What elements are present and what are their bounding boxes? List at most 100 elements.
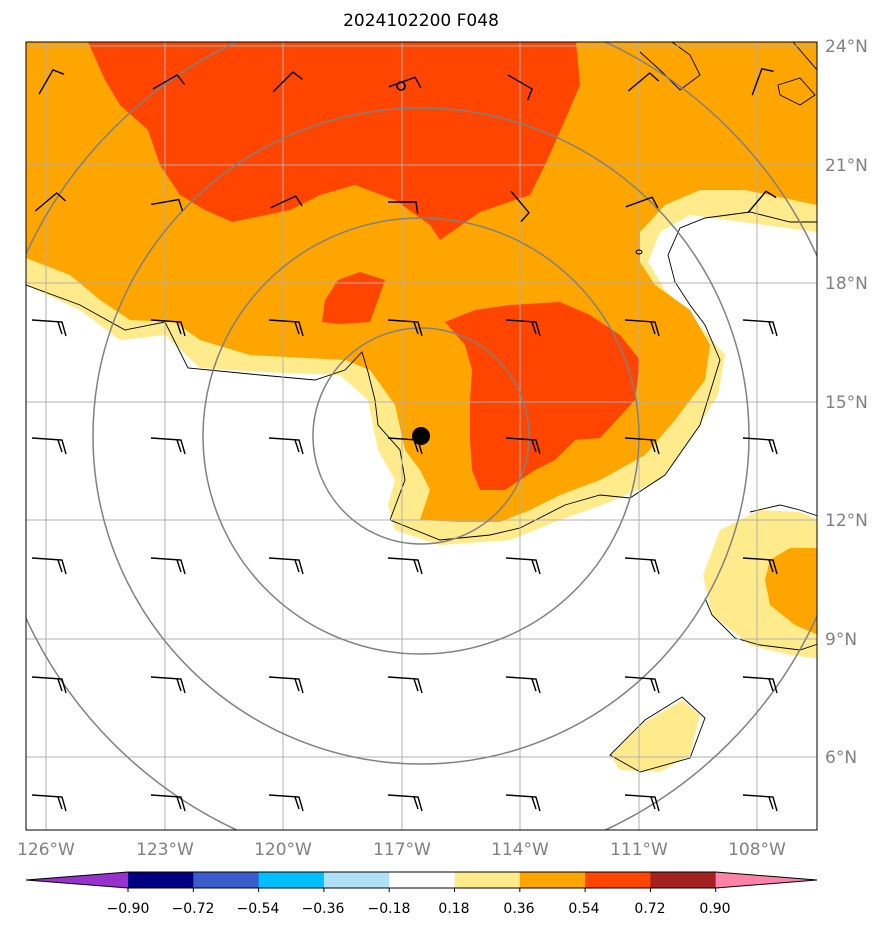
wind-barb: [34, 192, 67, 212]
wind-barb: [742, 319, 778, 337]
wind-barb: [625, 196, 659, 209]
contour-fill-south-blob: [610, 700, 700, 772]
colorbar: [25, 871, 818, 892]
contour-fill-0.54-0.72-north: [88, 42, 580, 240]
wind-barb: [387, 794, 423, 812]
wind-barb: [505, 437, 541, 455]
wind-barb: [270, 195, 303, 209]
map-gridlines: [26, 42, 817, 830]
colorbar-tick-label: −0.90: [107, 901, 150, 917]
wind-barb: [268, 794, 304, 812]
wind-barb: [268, 437, 304, 455]
contour-fill-east-orange: [765, 548, 817, 635]
colorbar-segment: [193, 872, 260, 888]
lat-label: 21°N: [825, 156, 868, 176]
wind-barb: [505, 319, 541, 337]
wind-barbs: [31, 68, 778, 812]
small-contour-loop: [635, 249, 643, 255]
wind-barb: [505, 676, 541, 694]
lat-label: 9°N: [825, 630, 857, 650]
wind-barb: [387, 557, 423, 575]
contour-fill-0.54-0.72-west: [322, 272, 385, 324]
wind-barb: [268, 319, 304, 337]
wind-barb: [150, 437, 186, 455]
wind-barb: [507, 74, 533, 101]
colorbar-segment: [323, 872, 390, 888]
colorbar-tick-label: 0.36: [503, 901, 534, 917]
colorbar-tick-label: 0.18: [438, 901, 469, 917]
wind-barb: [624, 319, 660, 337]
lon-label: 108°W: [728, 840, 786, 860]
wind-barb: [388, 76, 422, 89]
wind-barb: [152, 74, 186, 90]
map-frame: [25, 41, 818, 831]
colorbar-tick-label: −0.54: [237, 901, 280, 917]
lat-label: 6°N: [825, 748, 857, 768]
colorbar-segment: [650, 872, 717, 888]
wind-barb: [31, 437, 67, 455]
colorbar-segment: [128, 872, 194, 888]
lat-label: 15°N: [825, 393, 868, 413]
lon-label: 117°W: [373, 840, 431, 860]
wind-barb: [151, 198, 184, 212]
map-title: 2024102200 F048: [343, 11, 499, 31]
colorbar-segment: [258, 872, 325, 888]
wind-barb: [624, 676, 660, 694]
lon-label: 126°W: [17, 840, 75, 860]
wind-barb: [624, 557, 660, 575]
wind-barb: [387, 437, 423, 455]
wind-barb: [742, 437, 778, 455]
longitude-labels: 126°W 123°W 120°W 117°W 114°W 111°W 108°…: [17, 840, 786, 860]
wind-barb: [747, 190, 777, 214]
range-rings: [26, 42, 817, 830]
colorbar-segment: [585, 872, 651, 888]
wind-barb: [387, 319, 423, 337]
lon-label: 120°W: [254, 840, 312, 860]
colorbar-extend-low: [26, 872, 128, 888]
contour-lines: [26, 42, 817, 773]
wind-barb: [742, 794, 778, 812]
wind-barb: [268, 557, 304, 575]
lat-label: 18°N: [825, 274, 868, 294]
wind-barb: [387, 676, 423, 694]
lat-label: 24°N: [825, 37, 868, 57]
colorbar-extend-high: [715, 872, 817, 888]
wind-barb: [150, 319, 186, 337]
wind-barb: [627, 72, 660, 92]
colorbar-tick-label: 0.54: [568, 901, 599, 917]
wind-barb: [268, 676, 304, 694]
wind-barb: [31, 557, 67, 575]
colorbar-tick-label: 0.90: [699, 901, 730, 917]
lon-label: 123°W: [136, 840, 194, 860]
colorbar-segment: [454, 872, 521, 888]
lon-label: 111°W: [610, 840, 668, 860]
wind-barb: [510, 190, 530, 223]
colorbar-tick-label: −0.36: [302, 901, 345, 917]
lat-label: 12°N: [825, 511, 868, 531]
colorbar-tick-label: −0.72: [172, 901, 215, 917]
colorbar-tick-label: 0.72: [634, 901, 665, 917]
map-plot-area: [26, 42, 817, 830]
wind-barb: [505, 794, 541, 812]
wind-barb: [624, 794, 660, 812]
lon-label: 114°W: [491, 840, 549, 860]
colorbar-segment: [519, 872, 586, 888]
contour-fill-east-blob: [703, 510, 817, 659]
colorbar-tick-label: −0.18: [368, 901, 411, 917]
wind-barb: [150, 794, 186, 812]
wind-barb: [31, 319, 67, 337]
wind-barb: [31, 794, 67, 812]
wind-barb: [38, 69, 65, 95]
colorbar-tick-labels: −0.90 −0.72 −0.54 −0.36 −0.18 0.18 0.36 …: [107, 901, 731, 917]
wind-barb: [150, 676, 186, 694]
wind-barb: [388, 201, 419, 214]
wind-barb: [272, 71, 303, 93]
wind-barb: [150, 557, 186, 575]
wind-barb: [31, 676, 67, 694]
wind-barb: [742, 676, 778, 694]
wind-barb: [505, 557, 541, 575]
wind-barb: [751, 68, 774, 96]
contour-fill-0.54-0.72-core: [445, 302, 640, 490]
wind-barb: [742, 557, 778, 575]
